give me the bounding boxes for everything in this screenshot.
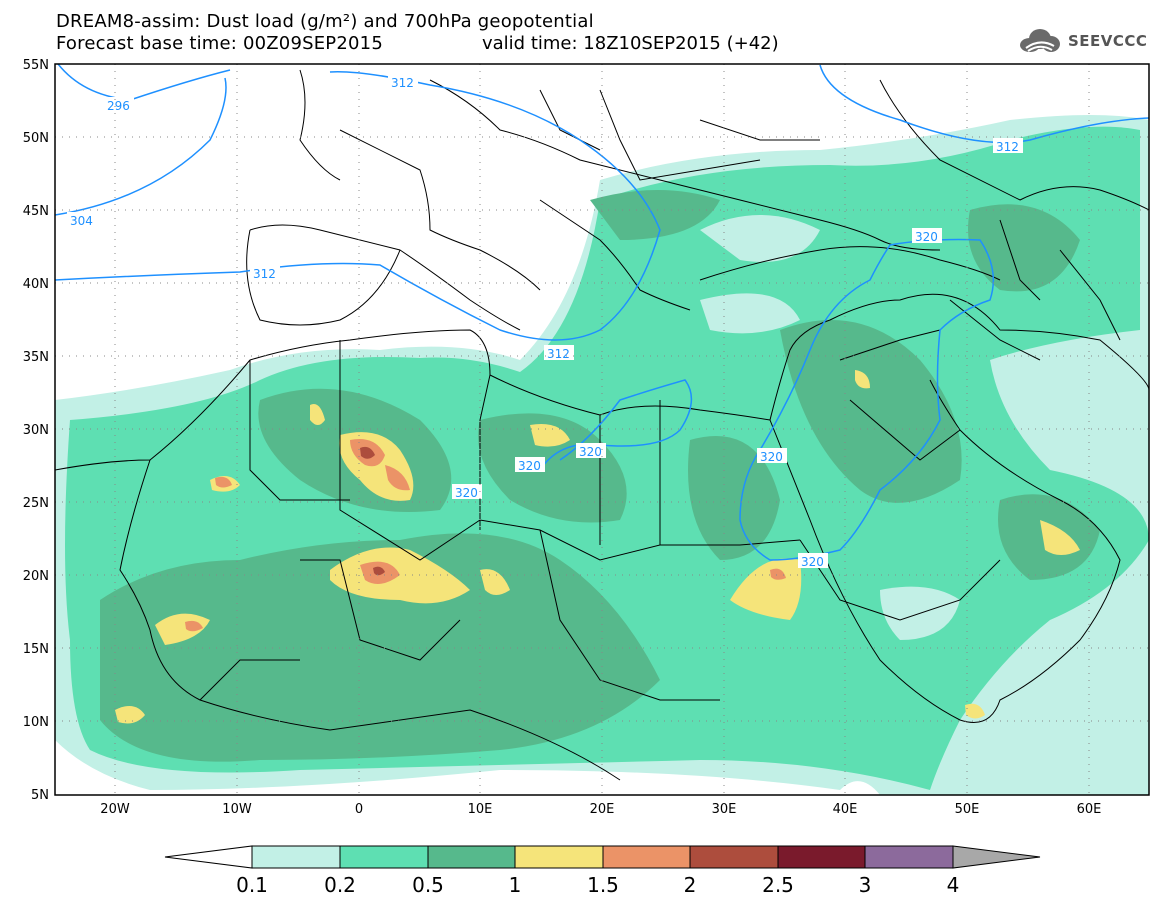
colorbar-swatch bbox=[514, 845, 604, 869]
contour-label: 312 bbox=[996, 140, 1019, 154]
contour-304 bbox=[55, 77, 227, 216]
longitude-axis: 20W 10W 0 10E 20E 30E 40E 50E 60E bbox=[100, 802, 1101, 817]
contour-label: 312 bbox=[547, 347, 570, 361]
lat-label: 55N bbox=[23, 58, 49, 73]
lat-label: 35N bbox=[23, 350, 49, 365]
contour-label: 312 bbox=[391, 76, 414, 90]
contour-label: 320 bbox=[455, 486, 478, 500]
contour-label: 320 bbox=[915, 230, 938, 244]
map-frame bbox=[54, 63, 1150, 796]
lat-label: 25N bbox=[23, 496, 49, 511]
colorbar-low-arrow bbox=[164, 845, 253, 869]
lon-label: 20W bbox=[100, 802, 130, 817]
lat-label: 10N bbox=[23, 715, 49, 730]
colorbar-swatch bbox=[777, 845, 866, 869]
lat-label: 5N bbox=[31, 788, 49, 803]
colorbar-label: 0.5 bbox=[412, 873, 444, 897]
grid-lines bbox=[55, 64, 1149, 795]
forecast-base-time: Forecast base time: 00Z09SEP2015 bbox=[56, 33, 383, 54]
colorbar-swatch bbox=[339, 845, 429, 869]
contour-label: 320 bbox=[760, 450, 783, 464]
lon-label: 50E bbox=[955, 802, 980, 817]
lon-label: 20E bbox=[590, 802, 615, 817]
lon-label: 10W bbox=[222, 802, 252, 817]
colorbar-swatch bbox=[427, 845, 516, 869]
contour-312-b bbox=[819, 64, 1149, 144]
dust-contour-0-5 bbox=[100, 533, 660, 762]
colorbar-label: 2 bbox=[684, 873, 697, 897]
colorbar-label: 1 bbox=[509, 873, 522, 897]
contour-label: 320 bbox=[801, 555, 824, 569]
lat-label: 45N bbox=[23, 204, 49, 219]
colorbar-label: 2.5 bbox=[762, 873, 794, 897]
colorbar: 0.1 0.2 0.5 1 1.5 2 2.5 3 4 bbox=[164, 845, 1041, 897]
country-borders bbox=[55, 69, 1149, 781]
lat-label: 15N bbox=[23, 642, 49, 657]
lat-label: 50N bbox=[23, 131, 49, 146]
colorbar-swatch bbox=[602, 845, 691, 869]
contour-label: 296 bbox=[107, 99, 130, 113]
dust-contour-2 bbox=[360, 446, 375, 459]
cloud-icon bbox=[1020, 29, 1060, 52]
colorbar-label: 4 bbox=[947, 873, 960, 897]
valid-time: valid time: 18Z10SEP2015 (+42) bbox=[482, 33, 779, 54]
contour-320-b bbox=[739, 238, 995, 561]
contour-label: 320 bbox=[518, 459, 541, 473]
colorbar-swatch bbox=[689, 845, 779, 869]
lon-label: 10E bbox=[468, 802, 493, 817]
lon-label: 0 bbox=[355, 802, 363, 817]
lat-label: 30N bbox=[23, 423, 49, 438]
colorbar-swatch bbox=[864, 845, 954, 869]
lon-label: 40E bbox=[833, 802, 858, 817]
latitude-axis: 55N 50N 45N 40N 35N 30N 25N 20N 15N 10N … bbox=[23, 58, 49, 803]
lon-label: 60E bbox=[1077, 802, 1102, 817]
colorbar-swatch bbox=[251, 845, 341, 869]
colorbar-high-arrow bbox=[952, 845, 1041, 869]
seevccc-logo: SEEVCCC bbox=[1018, 26, 1158, 56]
lat-label: 40N bbox=[23, 277, 49, 292]
contour-label: 312 bbox=[253, 267, 276, 281]
contour-labels: 296 304 312 312 312 312 320 320 320 320 … bbox=[67, 74, 1023, 569]
lon-label: 30E bbox=[712, 802, 737, 817]
map-title: DREAM8-assim: Dust load (g/m²) and 700hP… bbox=[56, 11, 594, 32]
colorbar-label: 1.5 bbox=[587, 873, 619, 897]
colorbar-label: 0.2 bbox=[324, 873, 356, 897]
logo-text: SEEVCCC bbox=[1068, 32, 1148, 50]
contour-296 bbox=[57, 64, 231, 101]
contour-label: 304 bbox=[70, 214, 93, 228]
contour-label: 320 bbox=[579, 445, 602, 459]
colorbar-label: 0.1 bbox=[236, 873, 268, 897]
colorbar-label: 3 bbox=[859, 873, 872, 897]
lat-label: 20N bbox=[23, 569, 49, 584]
